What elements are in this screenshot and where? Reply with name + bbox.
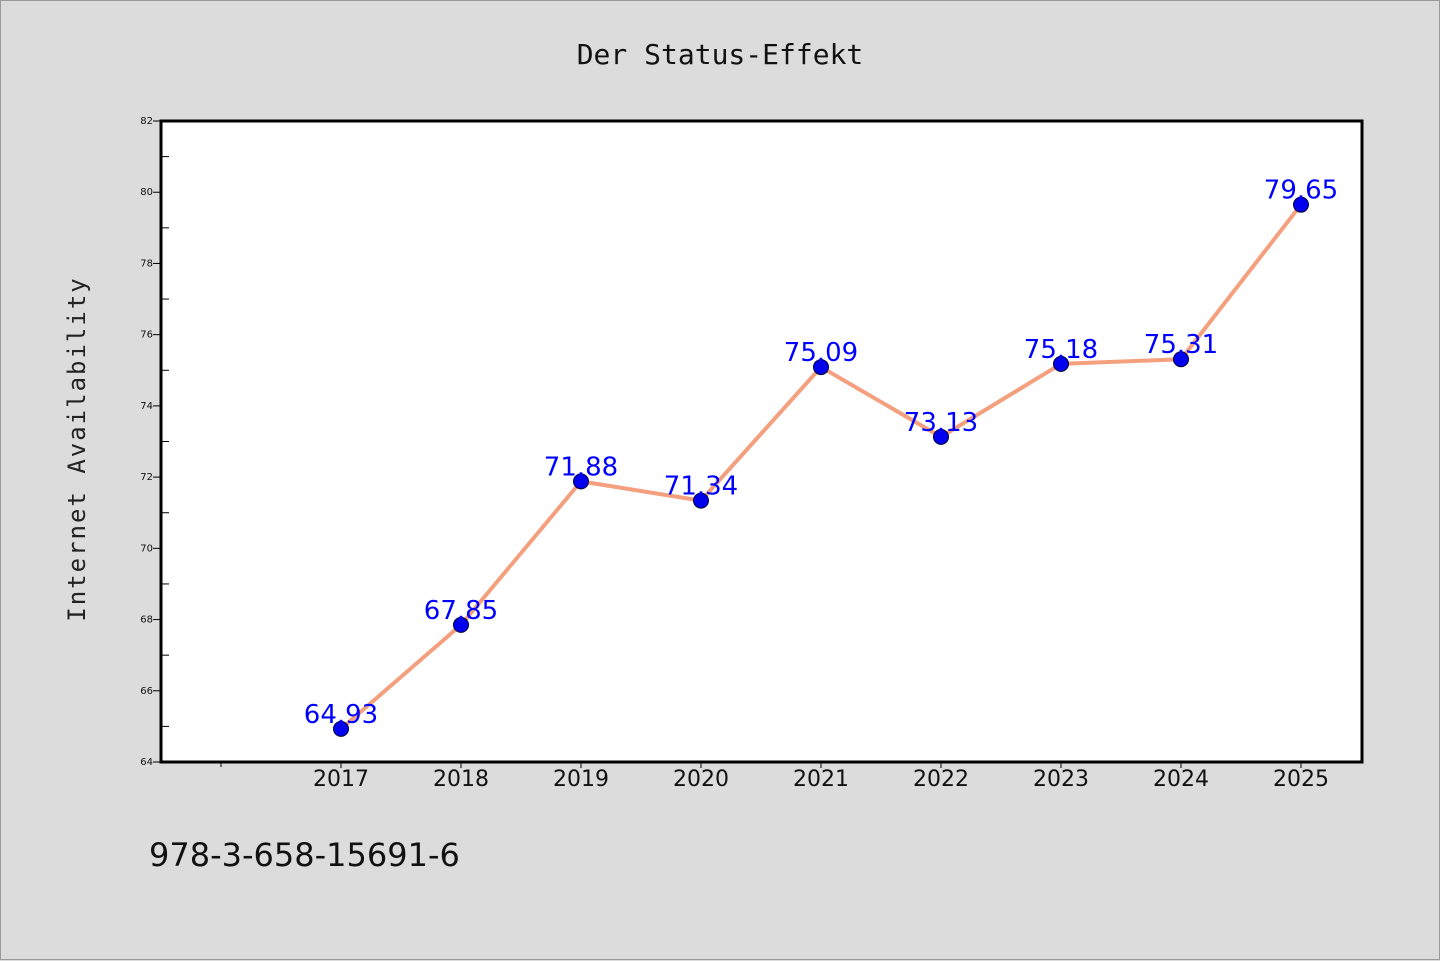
x-tick-label: 2018 (433, 767, 489, 792)
data-label: 71.34 (664, 472, 738, 502)
isbn-footer: 978-3-658-15691-6 (149, 836, 460, 874)
y-tick-label: 70 (140, 543, 153, 554)
data-point (1053, 355, 1069, 372)
data-label: 67.85 (424, 596, 498, 626)
data-label: 64.93 (304, 700, 378, 730)
x-tick-label: 2023 (1033, 767, 1089, 792)
y-tick-label: 74 (140, 401, 153, 412)
y-tick-label: 72 (140, 472, 153, 483)
data-point (813, 359, 829, 376)
data-point (453, 616, 469, 633)
data-point (1293, 196, 1309, 213)
data-point (933, 428, 949, 445)
y-tick-label: 66 (140, 686, 153, 697)
y-tick-label: 64 (140, 757, 153, 768)
x-tick-label: 2022 (913, 767, 969, 792)
data-point (693, 492, 709, 509)
data-label: 71.88 (544, 452, 618, 482)
data-series: 64.93 67.85 71.88 71.34 75.09 73.13 75.18 75.31… (304, 176, 1338, 737)
x-tick-label: 2020 (673, 767, 729, 792)
data-point (1173, 351, 1189, 368)
x-axis: 2017 2018 2019 2020 2021 2022 2023 2024 2025 (220, 762, 1329, 792)
y-axis: 64 66 68 70 72 74 76 78 80 82 (140, 116, 169, 768)
y-axis-label: Internet Availability (63, 276, 91, 621)
x-tick-label: 2019 (553, 767, 609, 792)
x-tick-label: 2025 (1273, 767, 1329, 792)
data-point (573, 473, 589, 490)
y-tick-label: 76 (140, 330, 153, 341)
x-tick-label: 2024 (1153, 767, 1209, 792)
y-tick-label: 78 (140, 258, 153, 269)
x-tick-label: 2021 (793, 767, 849, 792)
y-tick-label: 80 (140, 187, 153, 198)
data-label: 75.31 (1144, 330, 1218, 360)
y-tick-label: 82 (140, 116, 153, 127)
data-point (333, 720, 349, 737)
data-label: 75.09 (784, 338, 858, 368)
plot-area (159, 119, 1364, 764)
chart-title: Der Status-Effekt (577, 38, 864, 71)
y-tick-label: 68 (140, 615, 153, 626)
data-label: 73.13 (904, 408, 978, 438)
data-label: 75.18 (1024, 335, 1098, 365)
data-label: 79.65 (1264, 176, 1338, 206)
x-tick-label: 2017 (313, 767, 369, 792)
